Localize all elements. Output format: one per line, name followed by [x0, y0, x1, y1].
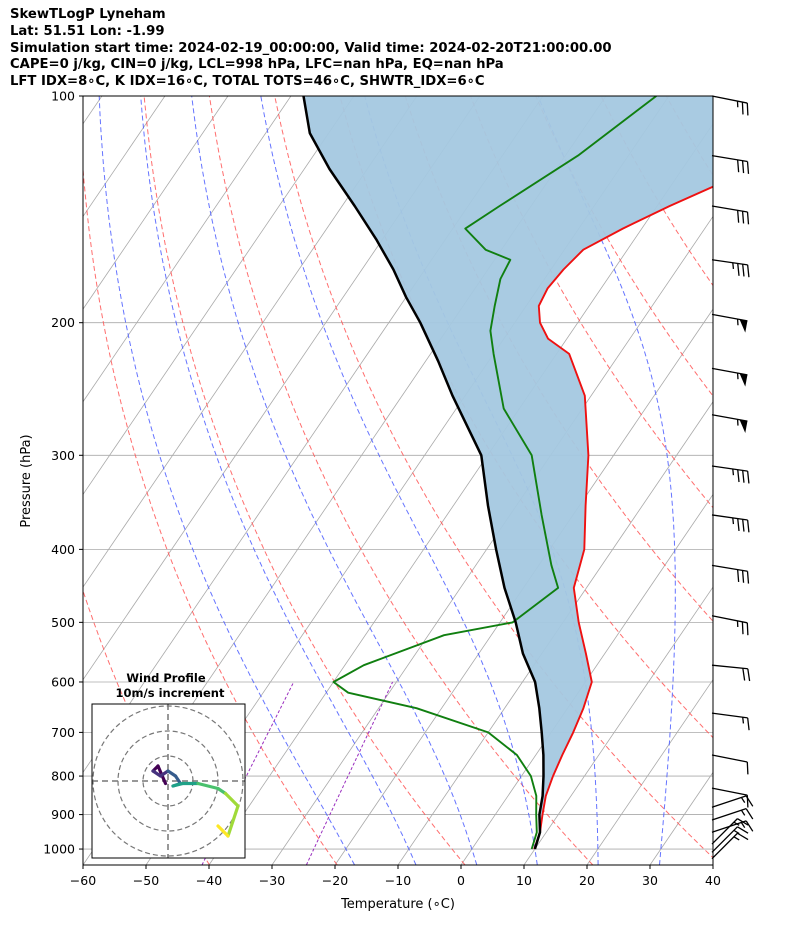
wind-barb	[711, 820, 754, 833]
wind-barb	[711, 712, 750, 731]
y-tick-label: 1000	[43, 842, 75, 857]
wind-barb	[711, 832, 749, 860]
time-line: Simulation start time: 2024-02-19_00:00:…	[10, 40, 612, 56]
axes: −60 −50 −40 −30 −20 −10 0 10 20 30 40 100 200 300 400 5…	[43, 89, 721, 889]
isotherm-line	[83, 96, 355, 496]
hodograph-frame	[91, 703, 246, 859]
indices-line-2: LFT IDX=8∘C, K IDX=16∘C, TOTAL TOTS=46∘C…	[10, 74, 485, 90]
wind-barb	[711, 754, 749, 775]
wind-barb	[711, 154, 750, 174]
cape-shading	[303, 96, 713, 849]
y-tick-label: 100	[51, 89, 75, 104]
y-tick-label: 600	[51, 674, 75, 689]
wind-barbs	[711, 95, 754, 860]
moist-adiabat	[191, 96, 478, 865]
isotherm-line	[83, 96, 292, 403]
wind-barb	[711, 615, 749, 636]
x-tick-label: −60	[70, 873, 96, 888]
dry-adiabat	[143, 96, 466, 865]
hodograph-segment	[196, 781, 220, 791]
x-tick-label: −10	[385, 873, 411, 888]
mixing-ratio-line	[305, 681, 394, 865]
wind-barb	[711, 367, 748, 387]
dewpoint-line	[332, 96, 657, 850]
x-tick-label: −20	[322, 873, 348, 888]
indices-line-1: CAPE=0 j/kg, CIN=0 j/kg, LCL=998 hPa, LF…	[10, 57, 504, 73]
dry-adiabat	[83, 589, 210, 865]
parcel-line	[302, 96, 545, 850]
x-tick-label: −50	[133, 873, 159, 888]
isotherm-line	[334, 308, 713, 865]
x-tick-label: 30	[642, 873, 658, 888]
y-tick-label: 200	[51, 315, 75, 330]
hodograph-inset: Wind Profile 10m/s increment	[91, 671, 246, 859]
x-tick-label: 10	[516, 873, 532, 888]
y-tick-label: 500	[51, 615, 75, 630]
wind-barb	[711, 818, 749, 845]
x-tick-label: −40	[196, 873, 222, 888]
y-tick-label: 300	[51, 448, 75, 463]
wind-barb	[711, 205, 750, 225]
wind-barb	[711, 664, 751, 682]
hodograph-segment	[171, 781, 185, 788]
wind-barb	[711, 259, 750, 278]
moist-adiabat	[140, 96, 417, 865]
isotherm-line	[586, 678, 713, 865]
moist-adiabat	[721, 96, 794, 865]
isotherm-line	[83, 96, 229, 310]
isotherm-line	[523, 586, 713, 865]
isotherm-line	[83, 96, 418, 588]
hodograph-segment	[226, 804, 240, 838]
x-axis-label: Temperature (∘C)	[340, 897, 455, 912]
location-line: Lat: 51.51 Lon: -1.99	[10, 23, 165, 39]
profile-lines	[302, 96, 713, 850]
moist-adiabat	[98, 96, 356, 865]
wind-barb	[711, 807, 754, 821]
moist-adiabat	[260, 96, 538, 865]
moist-adiabat	[537, 96, 676, 865]
isotherm-line	[649, 771, 713, 865]
wind-barb	[711, 465, 750, 484]
wind-barb	[711, 414, 748, 433]
hodograph-subtitle: 10m/s increment	[116, 686, 225, 700]
wind-barb	[711, 95, 749, 116]
wind-barb	[711, 564, 750, 584]
wind-barb	[711, 795, 754, 808]
wind-barb	[711, 514, 750, 533]
x-tick-label: 20	[579, 873, 595, 888]
y-tick-label: 700	[51, 725, 75, 740]
temperature-line	[533, 185, 713, 850]
dry-adiabat	[665, 96, 713, 177]
x-tick-label: 40	[705, 873, 721, 888]
hodograph-title: Wind Profile	[126, 671, 206, 685]
isotherm-line	[397, 401, 713, 865]
dry-adiabat	[470, 96, 713, 509]
temperature-parcel-area	[303, 96, 713, 849]
dry-adiabat	[83, 163, 338, 865]
y-tick-label: 400	[51, 542, 75, 557]
isotherm-line	[712, 864, 713, 865]
x-tick-label: 0	[457, 873, 465, 888]
chart-title: SkewTLogP Lyneham	[10, 7, 166, 22]
y-tick-label: 800	[51, 769, 75, 784]
hodograph-segment	[223, 791, 240, 808]
hodograph-segment	[216, 824, 230, 838]
y-axis-label: Pressure (hPa)	[19, 434, 34, 527]
wind-barb	[711, 313, 748, 333]
isotherm-line	[208, 123, 713, 865]
chart-header: SkewTLogP Lyneham Lat: 51.51 Lon: -1.99 …	[10, 7, 612, 91]
wind-barb	[711, 787, 749, 808]
y-tick-label: 900	[51, 807, 75, 822]
x-tick-label: −30	[259, 873, 285, 888]
